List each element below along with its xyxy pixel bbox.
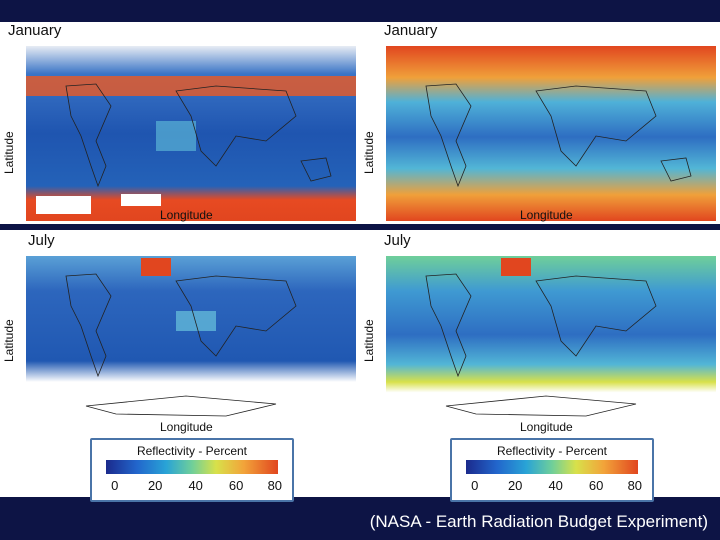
colorbar-tick: 0 — [111, 478, 119, 493]
panel-title: July — [28, 232, 55, 249]
colorbar-right: Reflectivity - Percent 0 20 40 60 80 — [450, 438, 654, 502]
colorbar-title: Reflectivity - Percent — [136, 444, 248, 458]
panel-july-left: July Latitude Longitude — [0, 232, 360, 434]
x-axis-label: Longitude — [520, 208, 573, 222]
middle-band — [0, 224, 720, 230]
colorbar-tick: 20 — [507, 478, 523, 493]
panel-title: July — [384, 232, 411, 249]
credit-text: (NASA - Earth Radiation Budget Experimen… — [369, 512, 708, 531]
bottom-band — [0, 497, 720, 540]
top-band — [0, 0, 720, 22]
colorbar-tick: 60 — [228, 478, 244, 493]
colorbar-gradient — [106, 460, 278, 474]
reflectivity-map — [386, 256, 716, 431]
colorbar-ticks: 0 20 40 60 80 — [100, 478, 284, 494]
colorbar-tick: 40 — [548, 478, 563, 493]
x-axis-label: Longitude — [160, 420, 213, 434]
x-axis-label: Longitude — [520, 420, 573, 434]
y-axis-label: Latitude — [362, 131, 376, 174]
colorbar-tick: 80 — [267, 478, 283, 493]
panel-july-right: July Latitude Longitude — [360, 232, 720, 434]
colorbar-tick: 20 — [147, 478, 163, 493]
colorbar-tick: 80 — [627, 478, 643, 493]
y-axis-label: Latitude — [2, 319, 16, 362]
panel-january-left: January Latitude Longitude — [0, 22, 360, 222]
colorbar-left: Reflectivity - Percent 0 20 40 60 80 — [90, 438, 294, 502]
panel-title: January — [8, 22, 62, 39]
y-axis-label: Latitude — [2, 131, 16, 174]
colorbar-title: Reflectivity - Percent — [496, 444, 608, 458]
panel-title: January — [384, 22, 438, 39]
panel-january-right: January Latitude Longitude — [360, 22, 720, 222]
colorbar-tick: 60 — [588, 478, 604, 493]
colorbar-tick: 0 — [471, 478, 479, 493]
reflectivity-map — [26, 46, 356, 221]
colorbar-tick: 40 — [188, 478, 203, 493]
colorbar-gradient — [466, 460, 638, 474]
reflectivity-map — [386, 46, 716, 221]
reflectivity-map — [26, 256, 356, 431]
y-axis-label: Latitude — [362, 319, 376, 362]
colorbar-ticks: 0 20 40 60 80 — [460, 478, 644, 494]
x-axis-label: Longitude — [160, 208, 213, 222]
